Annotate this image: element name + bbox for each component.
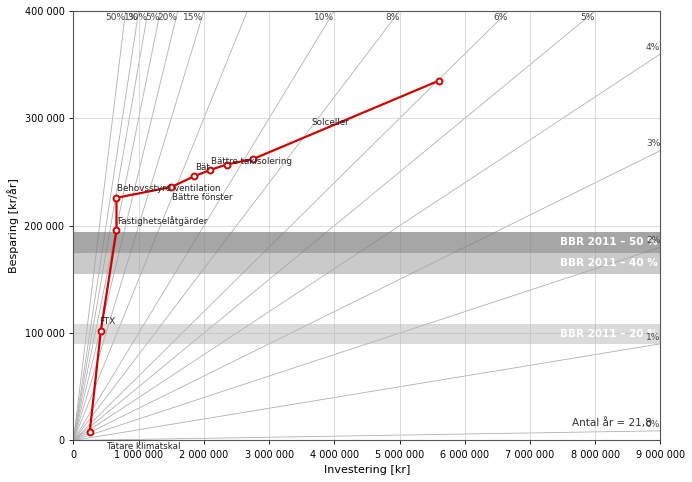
- Point: [433, 77, 444, 85]
- Text: Bättre takisolering: Bättre takisolering: [211, 157, 293, 166]
- Point: [111, 226, 122, 234]
- Point: [221, 161, 233, 168]
- Text: Fastighetselåtgärder: Fastighetselåtgärder: [118, 216, 208, 226]
- Y-axis label: Besparing [kr/år]: Besparing [kr/år]: [7, 178, 19, 273]
- Text: FTX: FTX: [99, 317, 115, 325]
- Text: 3%: 3%: [646, 139, 660, 148]
- X-axis label: Investering [kr]: Investering [kr]: [324, 465, 410, 475]
- Text: 1%: 1%: [646, 333, 660, 342]
- Text: 20%: 20%: [158, 13, 177, 22]
- Text: 0%: 0%: [646, 420, 660, 428]
- Text: 6%: 6%: [493, 13, 508, 22]
- Text: Bät: Bät: [195, 163, 210, 172]
- Text: 30%: 30%: [127, 13, 147, 22]
- Text: 1%: 1%: [124, 13, 138, 22]
- Text: BBR 2011 – 40 %: BBR 2011 – 40 %: [560, 258, 657, 268]
- Text: BBR 2011 – 20 %: BBR 2011 – 20 %: [560, 329, 657, 339]
- Text: Bättre fönster: Bättre fönster: [172, 193, 233, 202]
- Bar: [73, 253, 660, 274]
- Text: BBR 2011 – 50 %: BBR 2011 – 50 %: [560, 237, 657, 247]
- Point: [166, 183, 177, 191]
- Point: [189, 173, 200, 180]
- Bar: [73, 324, 660, 344]
- Text: 4%: 4%: [646, 43, 660, 52]
- Text: 5%: 5%: [146, 13, 160, 22]
- Text: Antal år = 21,8: Antal år = 21,8: [572, 416, 652, 428]
- Point: [95, 327, 107, 335]
- Point: [205, 166, 216, 174]
- Text: 15%: 15%: [183, 13, 203, 22]
- Text: 2%: 2%: [646, 236, 660, 245]
- Bar: [73, 232, 660, 253]
- Point: [247, 155, 258, 163]
- Point: [111, 194, 122, 201]
- Text: Tätare klimatskal: Tätare klimatskal: [106, 442, 181, 451]
- Text: Behovsstyrd ventilation: Behovsstyrd ventilation: [118, 185, 221, 193]
- Point: [84, 428, 95, 436]
- Text: 10%: 10%: [314, 13, 334, 22]
- Text: 50%: 50%: [105, 13, 125, 22]
- Text: 8%: 8%: [385, 13, 399, 22]
- Text: 5%: 5%: [581, 13, 595, 22]
- Text: Solceller: Solceller: [311, 118, 349, 127]
